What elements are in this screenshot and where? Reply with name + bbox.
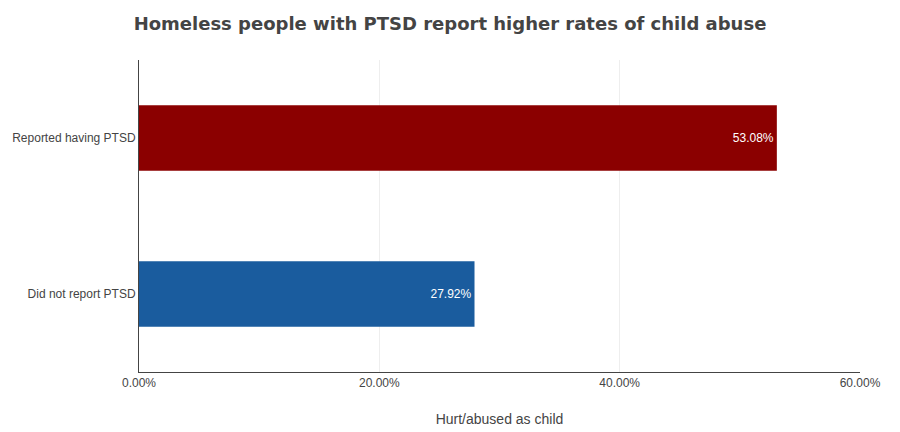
svg-text:60.00%: 60.00%: [840, 376, 881, 390]
svg-text:0.00%: 0.00%: [122, 376, 156, 390]
svg-text:Hurt/abused as child: Hurt/abused as child: [436, 411, 564, 427]
svg-text:Homeless people with PTSD repo: Homeless people with PTSD report higher …: [134, 13, 767, 34]
svg-text:Did not report PTSD: Did not report PTSD: [28, 287, 136, 301]
svg-text:20.00%: 20.00%: [359, 376, 400, 390]
svg-text:Reported having PTSD: Reported having PTSD: [12, 131, 136, 145]
svg-text:40.00%: 40.00%: [599, 376, 640, 390]
svg-text:27.92%: 27.92%: [430, 287, 471, 301]
svg-text:53.08%: 53.08%: [733, 131, 774, 145]
